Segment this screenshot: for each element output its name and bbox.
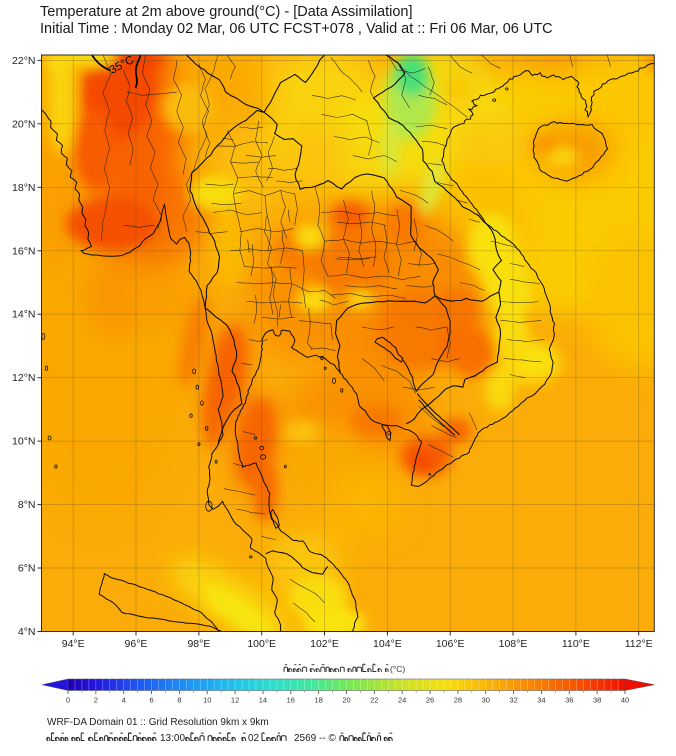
svg-text:108°E: 108°E — [499, 638, 528, 650]
svg-text:6: 6 — [149, 696, 153, 705]
svg-text:14: 14 — [259, 696, 267, 705]
svg-text:24: 24 — [398, 696, 406, 705]
svg-text:22°N: 22°N — [12, 55, 35, 67]
svg-text:4: 4 — [122, 696, 126, 705]
svg-text:96°E: 96°E — [125, 638, 148, 650]
svg-text:(°C): (°C) — [390, 664, 405, 674]
svg-text:36: 36 — [565, 696, 573, 705]
svg-text:10°N: 10°N — [12, 436, 35, 448]
svg-text:12°N: 12°N — [12, 372, 35, 384]
svg-text:8°N: 8°N — [18, 499, 36, 511]
svg-text:0: 0 — [66, 696, 70, 705]
svg-text:106°E: 106°E — [436, 638, 465, 650]
svg-text:22: 22 — [370, 696, 378, 705]
svg-text:02: 02 — [248, 733, 260, 744]
svg-text:2: 2 — [94, 696, 98, 705]
svg-text:2569 -- ©: 2569 -- © — [294, 733, 336, 744]
svg-text:102°E: 102°E — [310, 638, 339, 650]
svg-text:16: 16 — [287, 696, 295, 705]
svg-text:98°E: 98°E — [187, 638, 210, 650]
svg-text:12: 12 — [231, 696, 239, 705]
svg-text:18: 18 — [314, 696, 322, 705]
svg-text:30: 30 — [482, 696, 490, 705]
svg-text:8: 8 — [177, 696, 181, 705]
svg-text:94°E: 94°E — [62, 638, 85, 650]
svg-text:104°E: 104°E — [373, 638, 402, 650]
svg-text:40: 40 — [621, 696, 629, 705]
svg-text:32: 32 — [509, 696, 517, 705]
svg-text:4°N: 4°N — [18, 626, 36, 638]
svg-text:14°N: 14°N — [12, 309, 35, 321]
svg-text:13:00: 13:00 — [160, 733, 185, 744]
svg-text:10: 10 — [203, 696, 211, 705]
svg-text:28: 28 — [454, 696, 462, 705]
svg-text:34: 34 — [537, 696, 545, 705]
svg-text:20°N: 20°N — [12, 118, 35, 130]
svg-text:26: 26 — [426, 696, 434, 705]
svg-text:100°E: 100°E — [247, 638, 276, 650]
svg-text:6°N: 6°N — [18, 563, 36, 575]
svg-text:18°N: 18°N — [12, 182, 35, 194]
svg-text:38: 38 — [593, 696, 601, 705]
svg-text:WRF-DA Domain 01 :: Grid Resol: WRF-DA Domain 01 :: Grid Resolution 9km … — [47, 717, 269, 728]
svg-text:20: 20 — [342, 696, 350, 705]
svg-text:16°N: 16°N — [12, 245, 35, 257]
svg-text:112°E: 112°E — [625, 638, 653, 650]
svg-text:110°E: 110°E — [562, 638, 590, 650]
